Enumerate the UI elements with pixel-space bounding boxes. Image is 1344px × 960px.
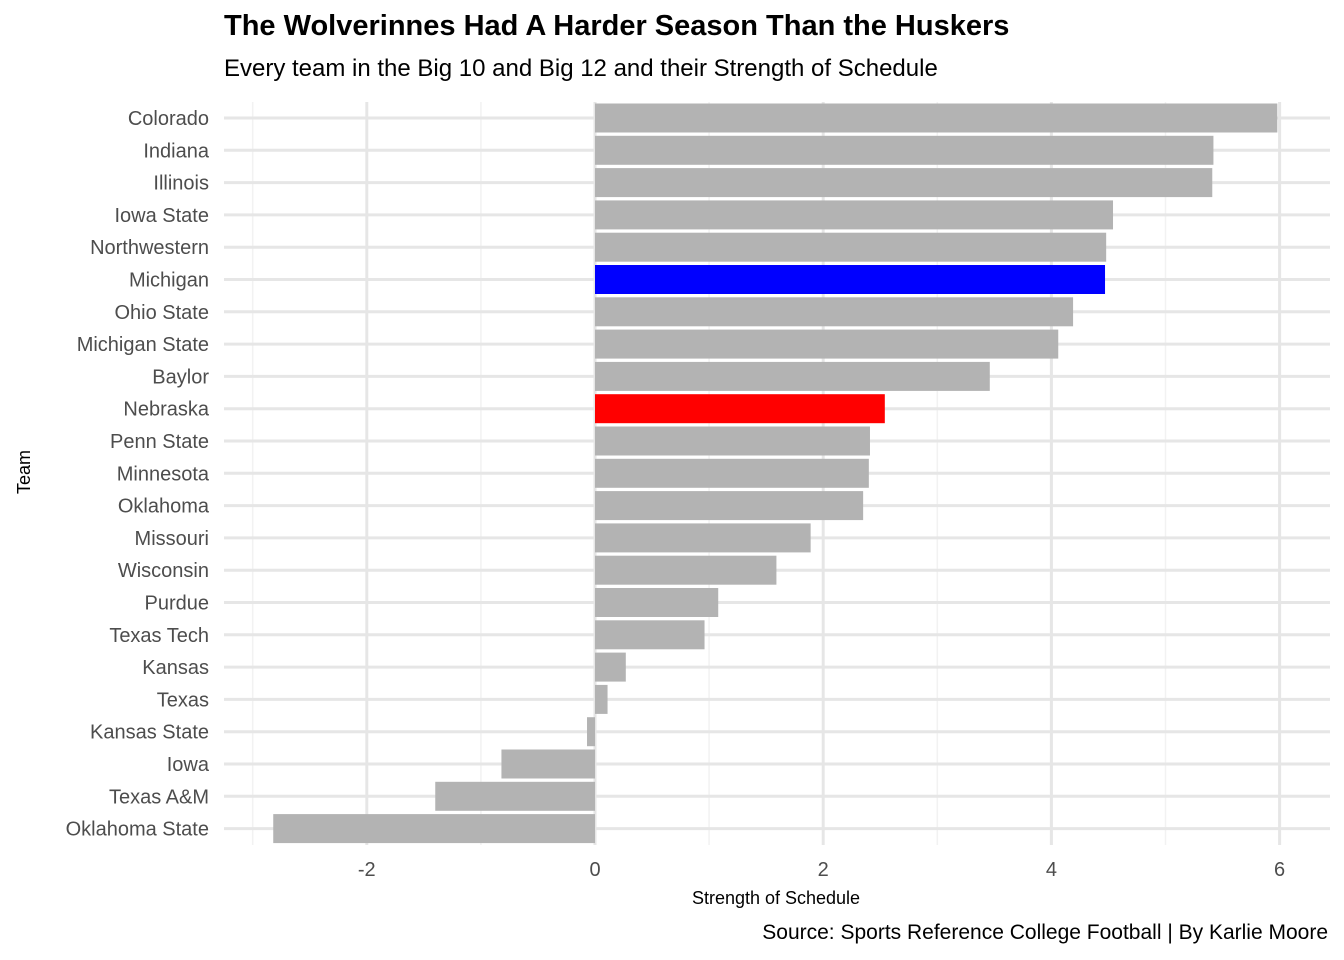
y-tick-label: Indiana — [143, 140, 209, 162]
bar-kansas — [595, 652, 626, 682]
bar-colorado — [595, 103, 1278, 133]
y-tick-label: Texas Tech — [109, 625, 209, 647]
bar-minnesota — [595, 458, 869, 488]
bar-indiana — [595, 135, 1214, 165]
y-tick-label: Texas — [157, 689, 209, 711]
y-tick-label: Wisconsin — [118, 560, 209, 582]
x-tick-labels: -2 0 2 4 6 — [358, 859, 1285, 881]
x-tick-label: -2 — [358, 859, 376, 881]
y-tick-label: Missouri — [135, 528, 209, 550]
x-axis-title: Strength of Schedule — [692, 888, 860, 908]
bar-oklahoma-state — [273, 814, 595, 844]
chart-caption: Source: Sports Reference College Footbal… — [762, 921, 1328, 944]
y-axis-title: Team — [14, 450, 34, 494]
bar-michigan-state — [595, 329, 1059, 359]
bar-iowa-state — [595, 200, 1114, 230]
y-tick-label: Baylor — [152, 366, 209, 388]
y-tick-label: Michigan — [129, 270, 209, 292]
y-tick-label: Penn State — [110, 431, 209, 453]
bar-ohio-state — [595, 297, 1074, 327]
x-tick-label: 0 — [589, 859, 600, 881]
bar-texas-tech — [595, 620, 705, 650]
x-tick-label: 6 — [1274, 859, 1285, 881]
bars — [273, 103, 1278, 844]
bar-baylor — [595, 361, 990, 391]
y-tick-label: Purdue — [145, 593, 210, 615]
bar-illinois — [595, 168, 1213, 198]
y-tick-label: Iowa State — [114, 205, 209, 227]
y-tick-label: Michigan State — [77, 334, 209, 356]
y-tick-labels: Colorado Indiana Illinois Iowa State Northwe… — [66, 108, 210, 841]
bar-northwestern — [595, 232, 1107, 262]
y-tick-label: Iowa — [167, 754, 210, 776]
y-tick-label: Minnesota — [117, 463, 210, 485]
bar-iowa — [501, 749, 595, 779]
bar-kansas-state — [587, 717, 595, 747]
y-tick-label: Kansas State — [90, 722, 209, 744]
bar-purdue — [595, 588, 719, 617]
bar-penn-state — [595, 426, 870, 456]
bar-texas-a-m — [435, 781, 595, 811]
y-tick-label: Northwestern — [90, 237, 209, 259]
y-tick-label: Ohio State — [114, 302, 209, 324]
y-tick-label: Oklahoma State — [66, 819, 209, 841]
chart-subtitle: Every team in the Big 10 and Big 12 and … — [224, 55, 938, 82]
x-tick-label: 2 — [818, 859, 829, 881]
bar-nebraska — [595, 394, 885, 424]
bar-missouri — [595, 523, 811, 553]
chart-title: The Wolverinnes Had A Harder Season Than… — [224, 10, 1010, 42]
y-tick-label: Colorado — [128, 108, 209, 130]
y-tick-label: Nebraska — [123, 399, 209, 421]
bar-texas — [595, 684, 608, 714]
y-tick-label: Oklahoma — [118, 496, 210, 518]
bar-michigan — [595, 265, 1106, 294]
bar-wisconsin — [595, 555, 777, 585]
x-tick-label: 4 — [1046, 859, 1057, 881]
y-tick-label: Kansas — [142, 657, 209, 679]
y-tick-label: Illinois — [153, 173, 209, 195]
y-tick-label: Texas A&M — [109, 786, 209, 808]
bar-oklahoma — [595, 491, 864, 521]
